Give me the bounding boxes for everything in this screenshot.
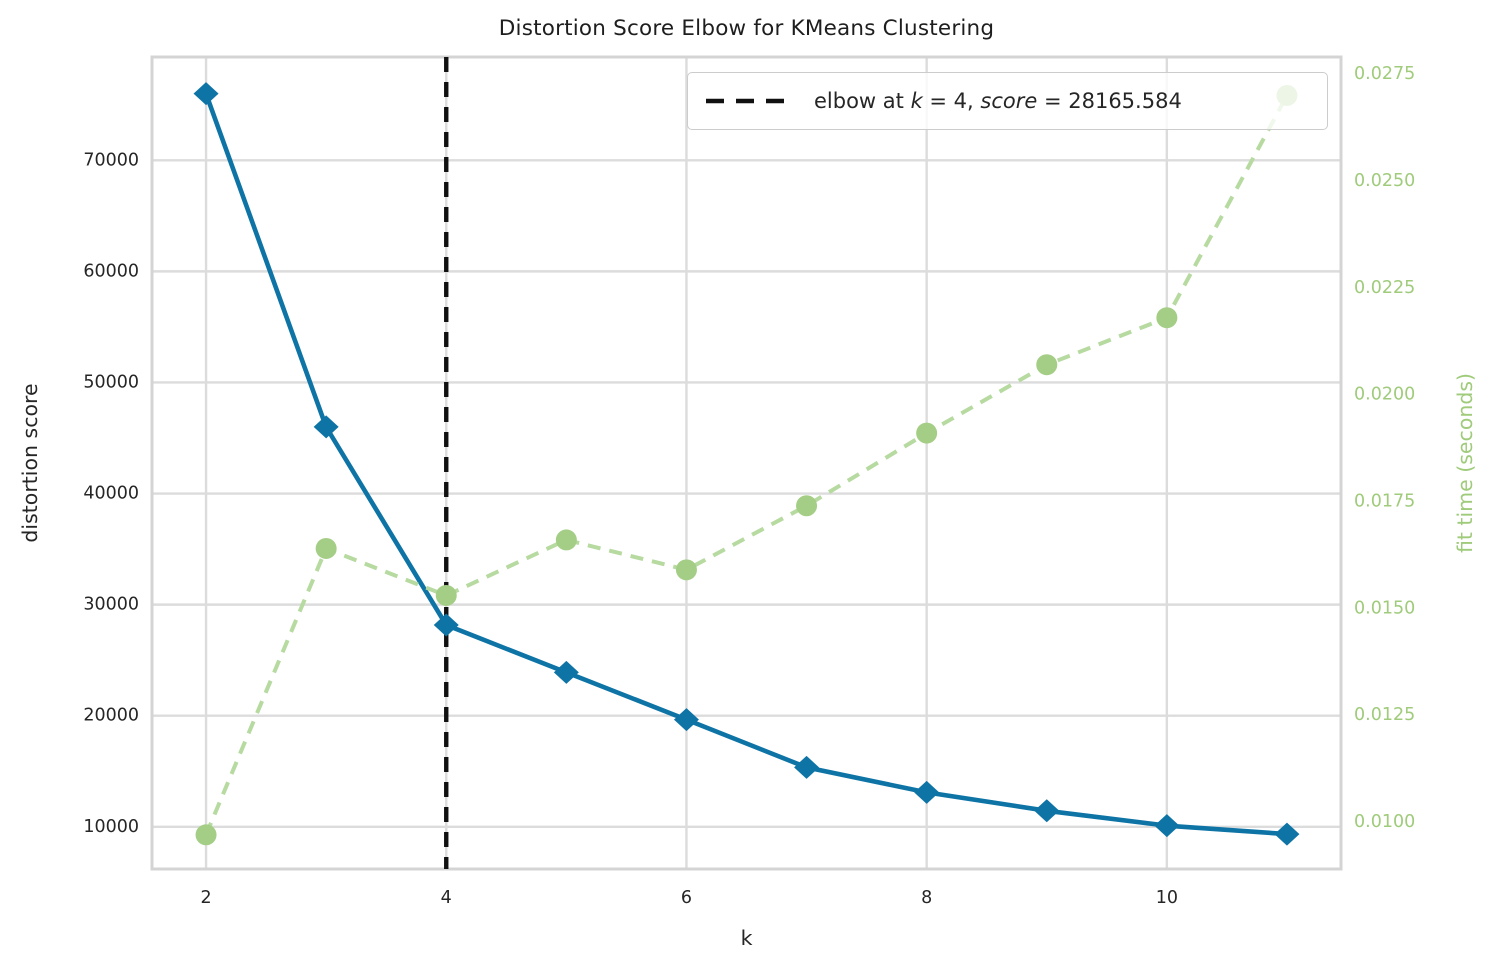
distortion-marker [1274,822,1300,846]
grid-layer [152,57,1341,869]
distortion-marker [433,613,459,637]
fit-time-marker [675,559,697,581]
y-left-tick-label: 40000 [83,484,139,504]
page-title: Distortion Score Elbow for KMeans Cluste… [498,16,995,41]
x-tick-label: 8 [921,888,932,908]
fit-time-marker [1036,354,1058,376]
legend-label-part: = 28165.584 [1037,89,1182,113]
y-left-tick-label: 70000 [83,150,139,170]
tick-label-layer: 2 4 6 8 10 10000 20000 30000 40000 50000 60000 7000… [83,64,1415,908]
y-right-tick-label: 0.0225 [1354,278,1415,298]
y-right-axis-label: fit time (seconds) [1453,373,1477,553]
y-left-tick-label: 60000 [83,261,139,281]
spine-layer [150,55,1343,871]
legend-label: elbow at k = 4, score = 28165.584 [814,89,1182,113]
y-left-tick-label: 30000 [83,595,139,615]
distortion-marker [553,660,579,684]
distortion-marker [1154,814,1180,838]
fit-time-marker [195,824,217,846]
y-right-tick-label: 0.0275 [1354,64,1415,84]
y-left-tick-label: 50000 [83,372,139,392]
y-right-tick-label: 0.0150 [1354,598,1415,618]
x-tick-label: 4 [441,888,452,908]
distortion-marker [794,755,820,779]
fit-time-marker [315,537,337,559]
legend-label-part: = 4, [922,89,981,113]
y-right-tick-label: 0.0175 [1354,491,1415,511]
x-tick-label: 2 [200,888,211,908]
fit-time-marker [555,529,577,551]
distortion-marker [1034,799,1060,823]
fit-time-marker [435,584,457,606]
distortion-marker [673,708,699,732]
distortion-line [203,92,1288,837]
distortion-marker [914,780,940,804]
fit-time-line [204,94,1289,836]
y-right-tick-label: 0.0125 [1354,705,1415,725]
x-axis-label: k [741,926,753,950]
series-layer [193,82,1300,846]
fit-time-marker [1156,307,1178,329]
legend-label-part: score [980,89,1038,113]
y-right-tick-label: 0.0250 [1354,171,1415,191]
y-right-tick-label: 0.0100 [1354,812,1415,832]
fit-time-marker [796,495,818,517]
elbow-dash-icon [706,98,794,104]
legend-label-part: k [910,89,923,113]
y-left-tick-label: 10000 [83,817,139,837]
fit-time-marker [916,422,938,444]
distortion-marker [193,82,219,106]
y-left-tick-label: 20000 [83,706,139,726]
x-tick-label: 6 [681,888,692,908]
legend-label-part: elbow at [814,89,911,113]
plot-border [150,55,1343,871]
legend: elbow at k = 4, score = 28165.584 [687,72,1328,130]
x-tick-label: 10 [1156,888,1178,908]
distortion-marker [313,415,339,439]
y-left-axis-label: distortion score [18,383,42,542]
y-right-tick-label: 0.0200 [1354,385,1415,405]
